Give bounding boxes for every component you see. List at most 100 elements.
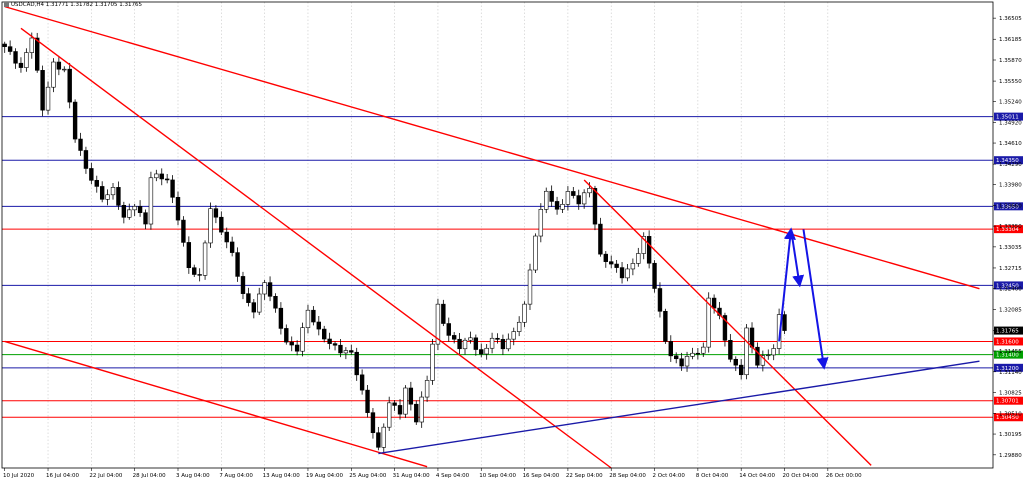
candle-body [311, 309, 316, 323]
price-axis[interactable]: 1.36505 1.36185 1.35870 1.35550 1.35240 1.349… [993, 16, 1023, 459]
level-price-tag [994, 281, 1023, 290]
candle-body [370, 412, 376, 434]
candle-body [83, 150, 89, 169]
candle-body [300, 327, 305, 352]
price-label: 1.32085 [999, 307, 1022, 313]
level-price-label: 1.30450 [996, 415, 1019, 421]
candle-body [544, 190, 549, 210]
forecast-arrow[interactable] [790, 229, 805, 288]
candle-body [527, 269, 533, 305]
time-label: 16 Jul 04:00 [46, 473, 79, 479]
level-price-label: 1.31400 [996, 353, 1019, 359]
candle-body [403, 387, 408, 415]
candle-body [365, 389, 370, 413]
forecast-arrows[interactable] [778, 227, 829, 370]
candle-body [695, 352, 701, 355]
level-price-tag [994, 112, 1023, 121]
trendline[interactable] [4, 340, 428, 468]
candle-body [143, 212, 148, 225]
candle-body [603, 253, 609, 262]
level-price-tag [994, 156, 1023, 165]
candle-body [343, 350, 349, 354]
candle-body [668, 341, 673, 357]
candle-body [235, 252, 240, 277]
time-label: 20 Oct 04:00 [783, 473, 819, 479]
candle-body [40, 70, 45, 111]
candle-body [506, 338, 511, 350]
candle-body [284, 328, 289, 343]
candle-body [376, 432, 381, 448]
candle-body [755, 346, 760, 366]
trendline[interactable] [4, 5, 980, 290]
trendline[interactable] [20, 27, 612, 469]
candle-body [349, 350, 354, 353]
price-label: 1.36505 [999, 16, 1022, 22]
candle-body [121, 205, 127, 218]
candle-body [592, 188, 598, 225]
candle-body [451, 335, 457, 340]
trendline[interactable] [583, 179, 872, 466]
level-price-label: 1.35011 [996, 115, 1019, 121]
current-price-tag [994, 326, 1023, 335]
candle-body [246, 293, 251, 303]
candle-body [479, 349, 484, 355]
horizontal-levels[interactable]: 1.35011 1.34350 1.33650 1.33304 1.32450 1.316… [2, 112, 1023, 422]
candle-body [105, 194, 110, 200]
candle-body [327, 338, 332, 344]
price-label: 1.33980 [999, 183, 1022, 189]
candle-body [576, 195, 581, 205]
trendline[interactable] [378, 360, 980, 455]
candle-body [99, 186, 105, 200]
time-label: 25 Aug 04:00 [349, 473, 387, 479]
trendlines[interactable] [4, 5, 980, 469]
candle-body [441, 303, 446, 324]
candle-body [56, 61, 62, 70]
candle-body [332, 343, 338, 346]
candle-body [354, 351, 359, 376]
candle-body [581, 192, 587, 205]
candle-body [305, 309, 311, 328]
candle-body [419, 396, 424, 423]
candle-body [154, 173, 159, 179]
price-label: 1.31140 [999, 370, 1022, 376]
price-label: 1.35550 [999, 79, 1022, 85]
price-label: 1.34920 [999, 121, 1022, 127]
candle-body [408, 387, 414, 405]
candle-body [609, 261, 614, 265]
candle-body [489, 337, 495, 349]
time-axis[interactable]: 10 Jul 2020 16 Jul 04:00 22 Jul 04:00 28 Ju… [3, 468, 862, 479]
candle-body [35, 37, 40, 71]
time-label: 22 Sep 04:00 [566, 473, 603, 479]
candle-body [397, 405, 403, 415]
price-label: 1.30195 [999, 432, 1022, 438]
price-label: 1.33035 [999, 245, 1022, 251]
symbol-icon [4, 2, 9, 7]
level-price-label: 1.31600 [996, 339, 1019, 345]
price-label: 1.35870 [999, 58, 1022, 64]
candle-body [175, 196, 181, 221]
time-label: 14 Oct 04:00 [739, 473, 775, 479]
candle-body [251, 302, 257, 313]
candle-body [728, 339, 733, 360]
price-label: 1.33660 [999, 204, 1022, 210]
candle-body [744, 327, 749, 376]
candle-body [468, 337, 473, 341]
price-label: 1.32400 [999, 287, 1022, 293]
candle-body [316, 321, 321, 330]
price-label: 1.30510 [999, 411, 1022, 417]
candle-body [186, 242, 192, 269]
candle-body [24, 52, 29, 68]
chart-title: USDCAD,H4 1.31771 1.31782 1.31705 1.3176… [4, 2, 142, 8]
candle-body [711, 297, 717, 309]
candle-body [94, 180, 99, 187]
level-price-tag [994, 363, 1023, 372]
candle-body [684, 356, 690, 367]
candle-body [197, 274, 202, 276]
forecast-arrow[interactable] [802, 229, 829, 370]
time-label: 4 Sep 04:00 [436, 473, 470, 479]
candle-body [294, 344, 300, 352]
candle-body [116, 187, 121, 206]
forecast-arrow[interactable] [778, 227, 796, 342]
candle-body [674, 355, 679, 360]
